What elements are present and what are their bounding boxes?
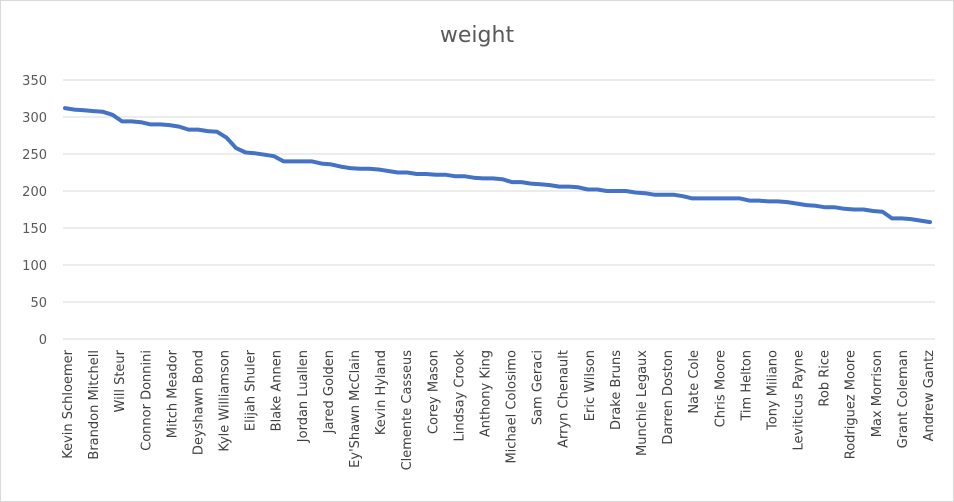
- x-tick-label: Corey Mason: [426, 350, 441, 434]
- x-tick-label: Clemente Casseus: [400, 350, 415, 471]
- chart-title: weight: [439, 23, 515, 48]
- x-tick-label: Elijah Shuler: [244, 349, 259, 431]
- x-tick-label: Chris Moore: [713, 350, 728, 427]
- x-tick-label: Tony Miliano: [766, 350, 781, 431]
- x-tick-label: Eric Wilson: [583, 350, 598, 421]
- x-tick-label: Brandon Mitchell: [87, 350, 102, 460]
- y-tick-label: 300: [22, 111, 47, 126]
- x-tick-label: Max Morrison: [870, 350, 885, 437]
- x-tick-label: Munchie Legaux: [635, 350, 650, 456]
- x-tick-label: Anthony King: [479, 350, 494, 437]
- x-tick-label: Kevin Hyland: [374, 350, 389, 435]
- x-tick-label: Blake Annen: [270, 350, 285, 431]
- x-tick-label: Andrew Gantz: [922, 350, 937, 442]
- x-tick-label: Ey'Shawn McClain: [348, 350, 363, 468]
- x-tick-label: Jordan Luallen: [296, 350, 311, 443]
- x-tick-label: Leviticus Payne: [792, 350, 807, 450]
- x-tick-label: Rob Rice: [818, 350, 833, 407]
- y-tick-label: 200: [22, 185, 47, 200]
- y-tick-label: 350: [22, 74, 47, 89]
- y-tick-label: 0: [39, 333, 47, 348]
- y-tick-label: 250: [22, 148, 47, 163]
- gridlines: [63, 79, 935, 340]
- series-layer: [63, 106, 932, 225]
- x-tick-label: Sam Geraci: [531, 350, 546, 425]
- x-tick-label: Drake Bruns: [609, 350, 624, 430]
- x-tick-label: Arryn Chenault: [557, 350, 572, 448]
- x-tick-label: Kyle Williamson: [218, 350, 233, 452]
- y-tick-label: 100: [22, 259, 47, 274]
- x-tick-label: Michael Colosimo: [505, 350, 520, 464]
- x-tick-label: Mitch Meador: [165, 349, 180, 438]
- x-tick-label: Deyshawn Bond: [192, 350, 207, 455]
- x-tick-label: Rodriguez Moore: [844, 350, 859, 459]
- x-tick-label: Connor Donnini: [139, 350, 154, 451]
- x-axis-tick-labels: Kevin Schloemer Brandon Mitchell Will Steu…: [61, 349, 937, 470]
- x-tick-label: Jared Golden: [322, 350, 337, 434]
- y-tick-label: 50: [30, 296, 47, 311]
- x-tick-label: Tim Helton: [739, 350, 754, 422]
- y-tick-label: 150: [22, 222, 47, 237]
- x-tick-label: Darren Doston: [661, 350, 676, 445]
- x-tick-label: Nate Cole: [687, 350, 702, 414]
- y-axis-tick-labels: 0 50 100 150 200 250 300 350: [22, 74, 47, 348]
- x-tick-label: Lindsay Crook: [452, 350, 467, 442]
- x-tick-label: Grant Coleman: [896, 350, 911, 448]
- x-tick-label: Kevin Schloemer: [61, 349, 76, 458]
- weight-series-line: [63, 106, 932, 225]
- x-tick-label: Will Steur: [113, 349, 128, 412]
